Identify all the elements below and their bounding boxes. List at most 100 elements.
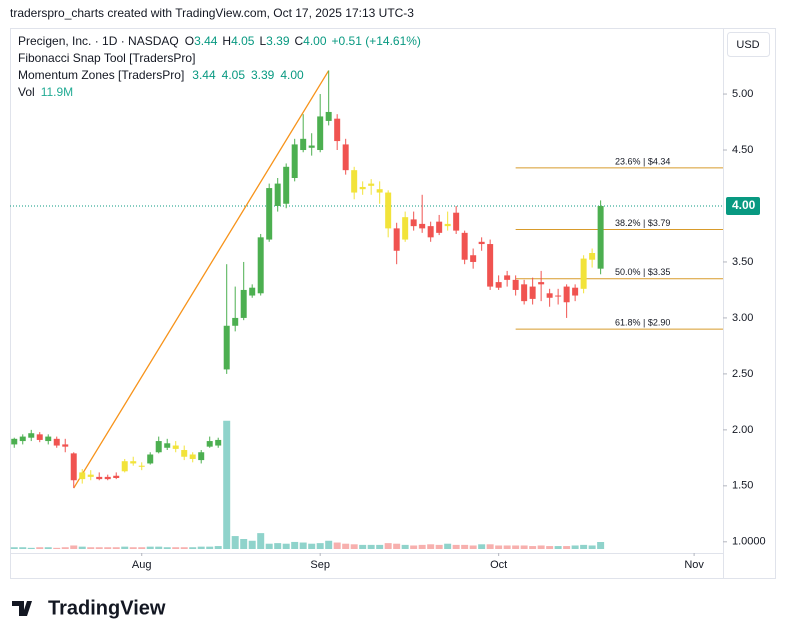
volume-bar: [571, 545, 579, 549]
legend-text: 4.05: [222, 68, 246, 82]
last-price-box: [726, 196, 760, 215]
legend-text: +0.51 (+14.61%): [332, 34, 421, 48]
logo: TradingView: [12, 597, 166, 619]
volume-bar: [231, 536, 239, 549]
candle-body: [300, 138, 307, 151]
candle-body: [555, 295, 562, 297]
candle-body: [580, 258, 587, 289]
header: traderspro_charts created with TradingVi…: [10, 6, 414, 20]
y-tick-label: 2.50: [732, 368, 753, 380]
candle-body: [181, 450, 188, 457]
candle-body: [19, 436, 26, 442]
candle-body: [62, 444, 69, 447]
volume-bar: [121, 546, 129, 549]
candle-body: [495, 282, 502, 288]
y-tick-label: 1.50: [732, 480, 753, 492]
legend-text: Momentum Zones [TradersPro]: [18, 68, 184, 82]
x-tick-label: Aug: [132, 559, 152, 571]
candle-body: [172, 445, 179, 449]
volume-bar: [274, 543, 282, 549]
volume-bar: [469, 545, 477, 549]
candle-body: [28, 433, 35, 438]
volume-bar: [10, 547, 18, 549]
candle-body: [240, 289, 247, 318]
legend-text: Fibonacci Snap Tool [TradersPro]: [18, 51, 195, 65]
chart-frame: [10, 28, 776, 579]
volume-bar: [265, 543, 273, 549]
last-price-label: 4.00: [732, 198, 756, 212]
volume-bar: [444, 543, 452, 549]
volume-bar: [554, 546, 562, 549]
legend-text: L: [259, 34, 266, 48]
candle-body: [249, 287, 256, 296]
candle-body: [11, 438, 18, 445]
candle-body: [283, 166, 290, 204]
candle-body: [597, 205, 604, 269]
candle-body: [104, 476, 111, 480]
candle-body: [470, 255, 477, 262]
volume-bar: [393, 543, 401, 549]
volume-bar: [163, 547, 171, 549]
volume-bar: [376, 544, 384, 549]
candle-body: [546, 293, 553, 298]
volume-bar: [580, 544, 588, 549]
candle-body: [130, 461, 137, 464]
candle-body: [436, 221, 443, 233]
legend-text: 3.44: [194, 34, 218, 48]
candle-body: [538, 282, 545, 285]
volume-bar: [418, 544, 426, 549]
currency-box[interactable]: [727, 32, 770, 57]
x-tick-label: Oct: [490, 559, 507, 571]
candle-body: [164, 443, 171, 448]
candle-body: [521, 284, 528, 302]
candle-body: [147, 454, 154, 464]
volume-bar: [350, 544, 358, 549]
volume-bar: [78, 546, 86, 549]
volume-bar: [410, 545, 418, 549]
volume-bar: [597, 542, 605, 549]
volume-bar: [316, 543, 324, 549]
legend-text: 4.00: [280, 68, 304, 82]
volume-bar: [129, 547, 137, 549]
volume-bar: [206, 546, 214, 549]
candle-body: [274, 183, 281, 206]
volume-bar: [486, 544, 494, 549]
candle-body: [419, 223, 426, 229]
volume-bar: [189, 547, 197, 549]
volume-bar: [537, 545, 545, 549]
logo-mark: [12, 601, 32, 616]
volume-bar: [180, 547, 188, 549]
volume-bar: [19, 547, 27, 549]
currency: USD: [736, 39, 759, 51]
legend-text: 3.39: [266, 34, 290, 48]
candle-body: [461, 232, 468, 260]
volume-bar: [435, 544, 443, 549]
candle-body: [198, 452, 205, 461]
candle-body: [385, 192, 392, 229]
candle-body: [342, 144, 349, 171]
candle-body: [266, 188, 273, 240]
legend-text: 3.44: [192, 68, 216, 82]
legend-text: 4.05: [231, 34, 255, 48]
volume-bar: [53, 547, 61, 549]
candle-body: [368, 183, 375, 186]
volume-bar: [138, 547, 146, 549]
logo-text: TradingView: [48, 597, 166, 619]
volume-bar: [503, 545, 511, 549]
candle-body: [393, 228, 400, 251]
candle-body: [512, 279, 519, 290]
legend-text: Vol: [18, 85, 35, 99]
volume-bar: [299, 542, 307, 549]
volume-bar: [282, 543, 290, 549]
volume-bar: [27, 547, 35, 549]
legend-text: 11.9M: [41, 85, 73, 99]
fib-label: 38.2% | $3.79: [615, 218, 670, 228]
fib-label: 61.8% | $2.90: [615, 317, 670, 327]
volume-bar: [512, 545, 520, 549]
volume-bar: [563, 546, 571, 549]
candle-body: [138, 465, 145, 467]
volume-bar: [452, 544, 460, 549]
candle-body: [359, 186, 366, 190]
candle-body: [453, 212, 460, 231]
volume-bar: [214, 546, 222, 549]
